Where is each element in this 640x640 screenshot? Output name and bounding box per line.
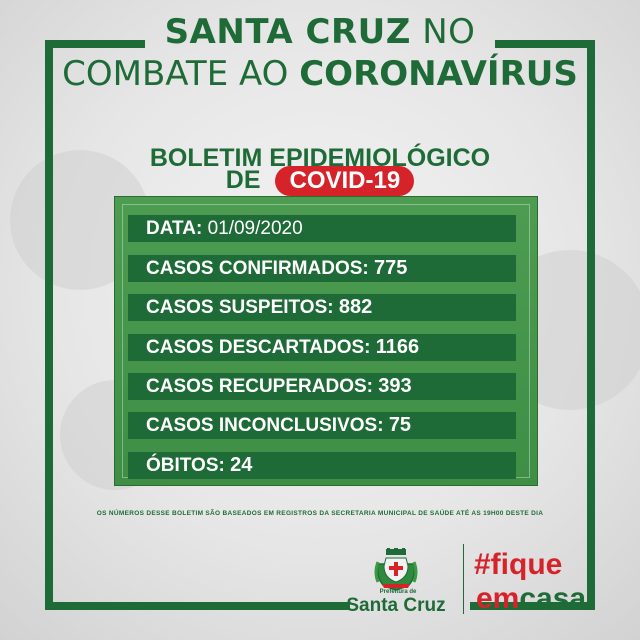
stat-label: CASOS RECUPERADOS: — [146, 376, 373, 397]
city-crest-logo — [374, 548, 418, 591]
header-combat-text: COMBATE AO — [62, 54, 289, 94]
stat-label: ÓBITOS: — [146, 455, 225, 476]
covid-badge: COVID-19 — [275, 166, 415, 196]
slogan-casa: casa — [519, 582, 587, 615]
frame-top-left-bar — [45, 40, 145, 48]
bulletin-prefix: DE — [225, 166, 261, 194]
stat-label: CASOS CONFIRMADOS: — [146, 258, 369, 279]
date-label: DATA: — [146, 218, 203, 239]
stats-row-confirmed: CASOS CONFIRMADOS: 775 — [128, 255, 516, 282]
stat-value: 1166 — [375, 336, 420, 358]
date-value: 01/09/2020 — [207, 218, 303, 239]
frame-bottom-right-bar — [470, 602, 595, 610]
logo-caption-city: Santa Cruz — [346, 595, 446, 616]
header-title-line1: SANTA CRUZ NO — [0, 12, 640, 52]
stat-label: CASOS INCONCLUSIVOS: — [146, 415, 384, 436]
data-source-footnote: OS NÚMEROS DESSE BOLETIM SÃO BASEADOS EM… — [96, 510, 544, 517]
bulletin-subtitle: DE COVID-19 — [0, 166, 640, 196]
header-title-line2: COMBATE AO CORONAVÍRUS — [0, 54, 640, 94]
stat-value: 393 — [378, 375, 412, 397]
stats-row-deaths: ÓBITOS: 24 — [128, 452, 516, 479]
header-coronavirus-text: CORONAVÍRUS — [299, 54, 578, 94]
slogan-em: em — [476, 582, 520, 615]
stat-value: 775 — [374, 257, 408, 279]
stats-row-inconclusive: CASOS INCONCLUSIVOS: 75 — [128, 412, 516, 439]
frame-left-bar — [45, 40, 53, 610]
stat-label: CASOS SUSPEITOS: — [146, 297, 334, 318]
stats-row-date: DATA: 01/09/2020 — [128, 215, 516, 242]
stats-row-suspected: CASOS SUSPEITOS: 882 — [128, 294, 516, 321]
slogan-em-casa: emcasa — [476, 582, 586, 616]
stat-value: 24 — [230, 454, 253, 476]
logo-caption-prefix: Prefeitura de — [379, 589, 417, 595]
stat-label: CASOS DESCARTADOS: — [146, 337, 371, 358]
frame-top-right-bar — [495, 40, 595, 48]
stat-value: 75 — [388, 414, 412, 436]
stat-value: 882 — [338, 296, 373, 318]
logo-divider — [463, 544, 464, 614]
stats-row-discarded: CASOS DESCARTADOS: 1166 — [128, 334, 516, 361]
header-city-name: SANTA CRUZ — [164, 12, 411, 52]
header-connector: NO — [422, 12, 476, 52]
stats-row-recovered: CASOS RECUPERADOS: 393 — [128, 373, 516, 400]
frame-right-bar — [587, 40, 595, 610]
frame-bottom-left-bar — [45, 602, 350, 610]
slogan-hashtag: #fique — [474, 548, 563, 581]
